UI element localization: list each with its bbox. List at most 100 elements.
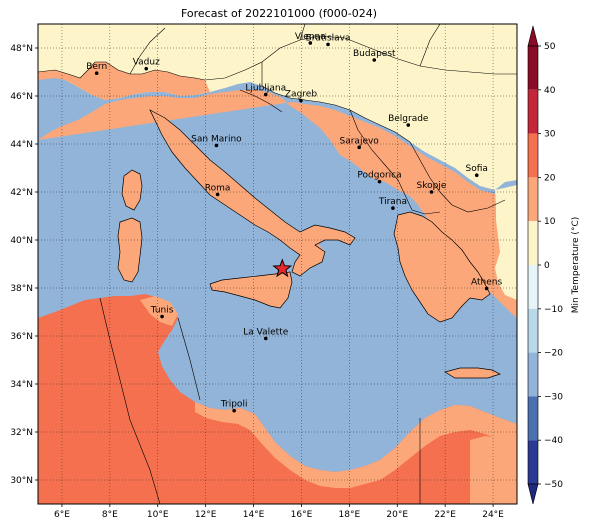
land-turkey-edge [495,185,517,300]
colorbar-segment [528,265,538,309]
colorbar-segment [528,308,538,353]
colorbar-segment [528,46,538,90]
y-tick-label: 30°N [10,476,33,486]
city-label: Vienna [295,32,326,42]
city-dot [160,314,164,319]
x-tick-label: 8°E [102,510,118,520]
colorbar-tick-label: −50 [544,480,563,490]
city-label: Sarajevo [340,136,380,146]
colorbar-tick-label: −10 [544,305,563,315]
city-dot [429,190,434,194]
y-tick-label: 42°N [10,188,33,198]
x-tick-label: 16°E [291,510,313,520]
x-tick-label: 24°E [482,510,504,520]
gridlines [38,24,517,504]
x-tick-label: 12°E [195,510,217,520]
city-label: Tirana [378,197,407,207]
land-western-warm [38,62,210,100]
colorbar-tick-label: 0 [544,261,550,271]
city-dot [484,286,489,291]
city-dot [357,145,361,150]
city-dot [474,173,479,177]
colorbar-label: Min Temperature (°C) [571,217,581,314]
y-axis-ticks: 48°N 46°N 44°N 42°N 40°N 38°N 36°N 34°N 32°N 30°N [10,44,38,486]
city-label: Podgorica [357,171,401,181]
city-dot [263,336,268,341]
x-tick-label: 22°E [434,510,456,520]
city-label: Bern [86,62,107,72]
city-label: La Valette [243,327,288,337]
city-dot [232,408,236,413]
land-tunisia-coast [140,296,178,326]
city-dot [263,92,268,97]
colorbar-tick-label: −30 [544,392,563,402]
land-sicily [210,272,292,308]
colorbar-segment [528,396,538,441]
city-dot [144,66,149,71]
land-crete [445,368,500,378]
land-east-warm [470,436,517,504]
city-dot [326,42,330,47]
colorbar-tick-label: −20 [544,349,563,359]
city-label: Zagreb [285,90,317,100]
land-italy [150,110,325,276]
city-dot [377,179,382,184]
y-tick-label: 48°N [10,44,33,54]
city-label: Roma [205,183,231,193]
colorbar-tick-label: 20 [544,173,556,183]
city-dot [391,206,395,210]
city-dot [308,41,313,45]
colorbar-segment [528,177,538,222]
city-label: Sofia [466,164,488,174]
y-tick-label: 38°N [10,284,33,294]
city-label: San Marino [191,134,242,144]
city-label: Budapest [353,49,396,59]
city-label: Tunis [150,306,174,316]
y-tick-label: 36°N [10,332,33,342]
city-label: Athens [471,277,502,287]
city-dot [372,58,377,62]
colorbar-tick-label: 50 [544,42,556,52]
city-label: Bratislava [306,33,351,43]
colorbar-segment [528,440,538,484]
colorbar-segment [528,352,538,397]
y-tick-label: 32°N [10,428,33,438]
land-sardinia [118,218,142,282]
city-dot [214,143,219,148]
colorbar-tick-label: 40 [544,86,556,96]
city-dot [215,192,220,197]
city-dot [406,123,411,127]
land-corsica [122,170,142,210]
colorbar-segment [528,133,538,178]
city-dot [94,71,99,75]
colorbar-extend-top [527,25,539,47]
x-tick-label: 6°E [54,510,70,520]
x-tick-label: 14°E [243,510,265,520]
city-label: Skopje [417,181,447,191]
map-frame [37,23,518,505]
x-tick-label: 10°E [147,510,169,520]
x-tick-label: 18°E [339,510,361,520]
x-axis-ticks: 6°E 8°E 10°E 12°E 14°E 16°E 18°E 20°E 22°E 24°E [54,504,504,520]
city-label: Tripoli [220,400,248,410]
land-europe-cool [38,24,517,190]
colorbar-extend-bottom [527,483,539,505]
land-greece [394,212,490,322]
colorbar-segment [528,89,538,134]
star-marker [272,258,293,278]
y-tick-label: 34°N [10,380,33,390]
land-libya-coast [195,402,517,488]
city-dot [299,98,303,103]
map-panel [38,24,517,504]
country-borders [38,24,517,504]
city-label: Ljubljana [245,84,286,94]
colorbar-tick-label: 10 [544,217,556,227]
city-label: Vaduz [133,58,160,68]
figure-title: Forecast of 2022101000 (f000-024) [181,7,377,20]
y-tick-label: 40°N [10,236,33,246]
y-tick-label: 44°N [10,140,33,150]
coastlines [117,109,501,379]
colorbar-tick-label: −40 [544,436,563,446]
x-tick-label: 20°E [386,510,408,520]
